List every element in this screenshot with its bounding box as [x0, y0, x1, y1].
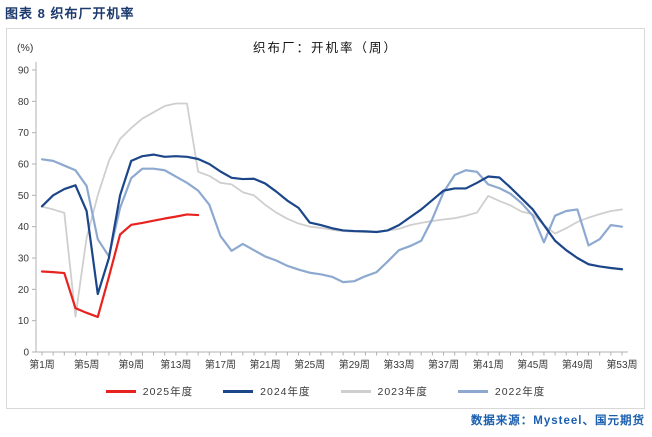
x-tick-label: 第49周 — [562, 358, 593, 371]
legend-item-2022: 2022年度 — [457, 384, 546, 399]
line-chart: 0 10 20 30 40 50 60 70 80 90 第1周 第5周 第9周 第13周 第17周 第21周… — [18, 62, 638, 371]
x-tick-label: 第53周 — [606, 358, 637, 371]
legend-label: 2024年度 — [260, 386, 311, 398]
legend-swatch-2025 — [105, 390, 136, 393]
chart-panel: 织布厂：开机率（周） (%) 0 10 20 30 40 50 60 70 80 90 第1周 第5周… — [6, 28, 645, 409]
axes — [35, 62, 628, 353]
y-tick-label: 60 — [18, 160, 30, 171]
series-line-2022年度 — [40, 158, 624, 284]
y-tick-label: 30 — [18, 254, 30, 265]
legend-label: 2022年度 — [494, 386, 546, 398]
x-tick-label: 第13周 — [160, 358, 191, 371]
series-line-2023年度 — [41, 102, 623, 318]
y-tick-label: 50 — [18, 191, 30, 202]
figure-caption: 图表 8 织布厂开机率 — [5, 6, 135, 21]
data-source: 数据来源：Mysteel、国元期货 — [470, 415, 645, 427]
legend-swatch-2023 — [340, 390, 371, 393]
y-tick-label: 10 — [18, 316, 30, 327]
chart-legend: 2025年度 2024年度 2023年度 2022年度 — [7, 384, 644, 399]
x-tick-label: 第37周 — [428, 358, 459, 371]
y-tick-label: 0 — [23, 348, 29, 359]
x-tick-label: 第45周 — [517, 358, 548, 371]
x-tick-label: 第29周 — [339, 358, 370, 371]
x-tick-label: 第25周 — [294, 358, 325, 371]
x-tick-label: 第41周 — [473, 358, 504, 371]
chart-title: 织布厂：开机率（周） — [252, 41, 398, 55]
x-tick-label: 第9周 — [118, 358, 144, 371]
legend-swatch-2024 — [223, 390, 254, 393]
x-tick-label: 第1周 — [29, 358, 55, 371]
x-tick-label: 第21周 — [250, 358, 281, 371]
y-tick-label: 70 — [18, 128, 30, 139]
series-line-2024年度 — [40, 153, 624, 296]
y-axis-unit-label: (%) — [17, 42, 34, 54]
x-tick-label: 第33周 — [383, 358, 414, 371]
x-axis-ticks: 第1周 第5周 第9周 第13周 第17周 第21周 第25周 第29周 第33周 第37周 第41… — [29, 352, 638, 371]
series-line-2025年度 — [40, 213, 200, 319]
legend-item-2025: 2025年度 — [105, 384, 194, 399]
legend-swatch-2022 — [457, 390, 488, 393]
x-tick-label: 第5周 — [74, 358, 100, 371]
legend-label: 2025年度 — [142, 386, 194, 398]
y-tick-label: 80 — [18, 97, 30, 108]
legend-item-2023: 2023年度 — [340, 384, 428, 399]
y-axis-ticks: 0 10 20 30 40 50 60 70 80 90 — [18, 66, 36, 359]
x-tick-label: 第17周 — [205, 358, 236, 371]
legend-item-2024: 2024年度 — [223, 384, 310, 399]
y-tick-label: 90 — [18, 66, 30, 77]
y-tick-label: 40 — [18, 222, 30, 233]
legend-label: 2023年度 — [377, 386, 428, 398]
y-tick-label: 20 — [18, 285, 30, 296]
